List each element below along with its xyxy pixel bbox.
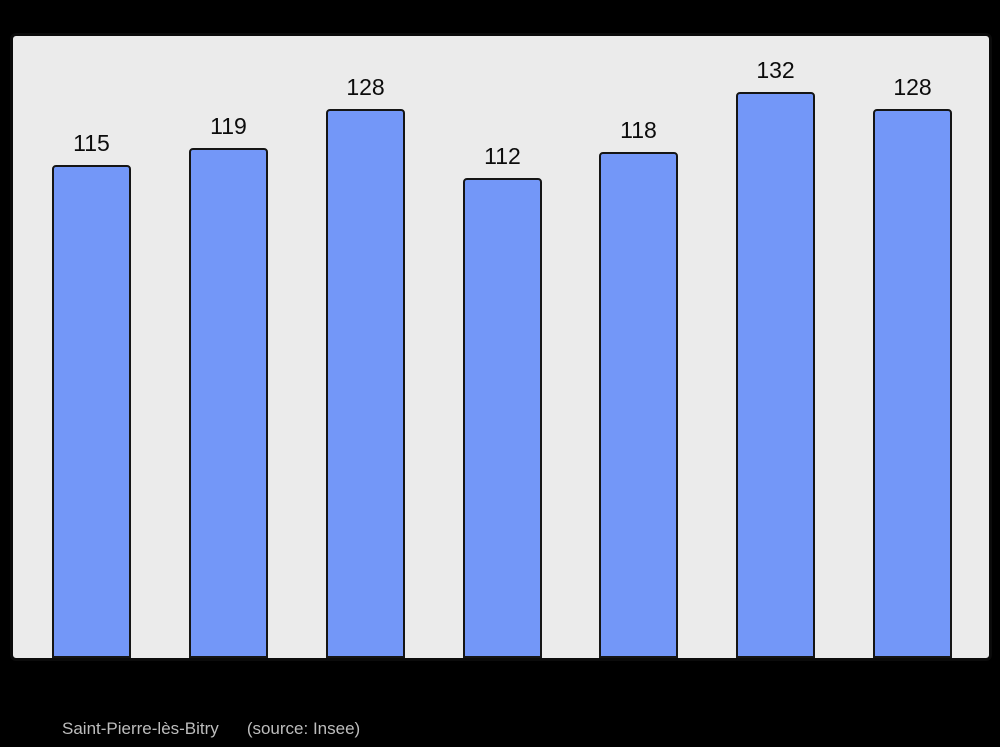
bar-slot: 132: [736, 57, 815, 658]
caption-source: (source: Insee): [246, 719, 361, 738]
bar: [189, 148, 268, 658]
bar-slot: 115: [52, 130, 131, 658]
bar-slot: 128: [326, 74, 405, 658]
bar-slot: 128: [873, 74, 952, 658]
chart-frame: 115 119 128 112 118 132 128: [10, 33, 992, 661]
bar-value-label: 115: [73, 130, 110, 156]
bar-value-label: 119: [210, 113, 247, 139]
bar: [736, 92, 815, 658]
bar-value-label: 128: [893, 74, 932, 100]
bar: [873, 109, 952, 658]
bar-slot: 112: [463, 143, 542, 658]
bar-value-label: 118: [620, 117, 657, 143]
bar: [52, 165, 131, 658]
bar-value-label: 112: [484, 143, 521, 169]
caption-title: Saint-Pierre-lès-Bitry: [62, 719, 219, 738]
bar-value-label: 128: [346, 74, 385, 100]
caption: Saint-Pierre-lès-Bitry (source: Insee): [62, 719, 360, 739]
bar-slot: 118: [599, 117, 678, 658]
bar: [326, 109, 405, 658]
bar: [599, 152, 678, 658]
bar-plot: 115 119 128 112 118 132 128: [13, 36, 989, 658]
bar-value-label: 132: [756, 57, 795, 83]
bar: [463, 178, 542, 658]
bar-slot: 119: [189, 113, 268, 658]
